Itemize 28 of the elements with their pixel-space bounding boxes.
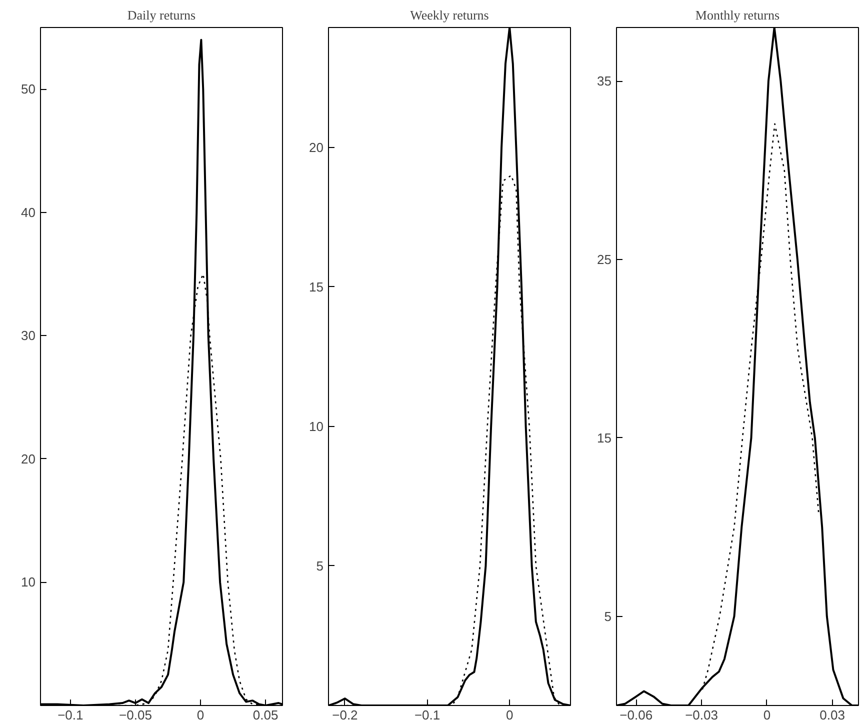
x-tick-label: −0.05 bbox=[119, 708, 152, 722]
y-tick-label: 40 bbox=[21, 204, 36, 220]
x-tick-label: −0.1 bbox=[58, 708, 84, 722]
y-tick-label: 50 bbox=[21, 82, 36, 97]
y-tick-label: 15 bbox=[597, 430, 612, 446]
x-tick-label: 0 bbox=[196, 708, 204, 722]
chart-title: Daily returns bbox=[127, 8, 196, 22]
x-tick-label: 0.03 bbox=[820, 708, 845, 722]
x-tick-label: −0.2 bbox=[332, 708, 358, 722]
y-tick-label: 20 bbox=[21, 451, 36, 466]
y-tick-label: 30 bbox=[21, 328, 36, 344]
chart-title: Weekly returns bbox=[410, 8, 489, 22]
y-tick-label: 25 bbox=[597, 252, 612, 267]
x-tick-label: 0 bbox=[763, 708, 771, 722]
x-tick-label: −0.06 bbox=[620, 708, 653, 722]
y-tick-label: 15 bbox=[309, 279, 324, 294]
y-tick-label: 35 bbox=[597, 74, 612, 89]
x-tick-label: 0.05 bbox=[252, 708, 278, 722]
y-tick-label: 10 bbox=[309, 418, 324, 434]
line-series bbox=[702, 123, 820, 690]
x-tick-label: −0.03 bbox=[685, 708, 718, 722]
x-tick-label: −0.1 bbox=[414, 708, 440, 722]
x-tick-label: 0 bbox=[506, 708, 514, 722]
chart-title: Monthly returns bbox=[695, 8, 780, 22]
y-tick-label: 5 bbox=[604, 608, 612, 624]
y-tick-label: 5 bbox=[316, 558, 324, 574]
y-tick-label: 20 bbox=[309, 140, 324, 155]
y-tick-label: 10 bbox=[21, 574, 36, 590]
